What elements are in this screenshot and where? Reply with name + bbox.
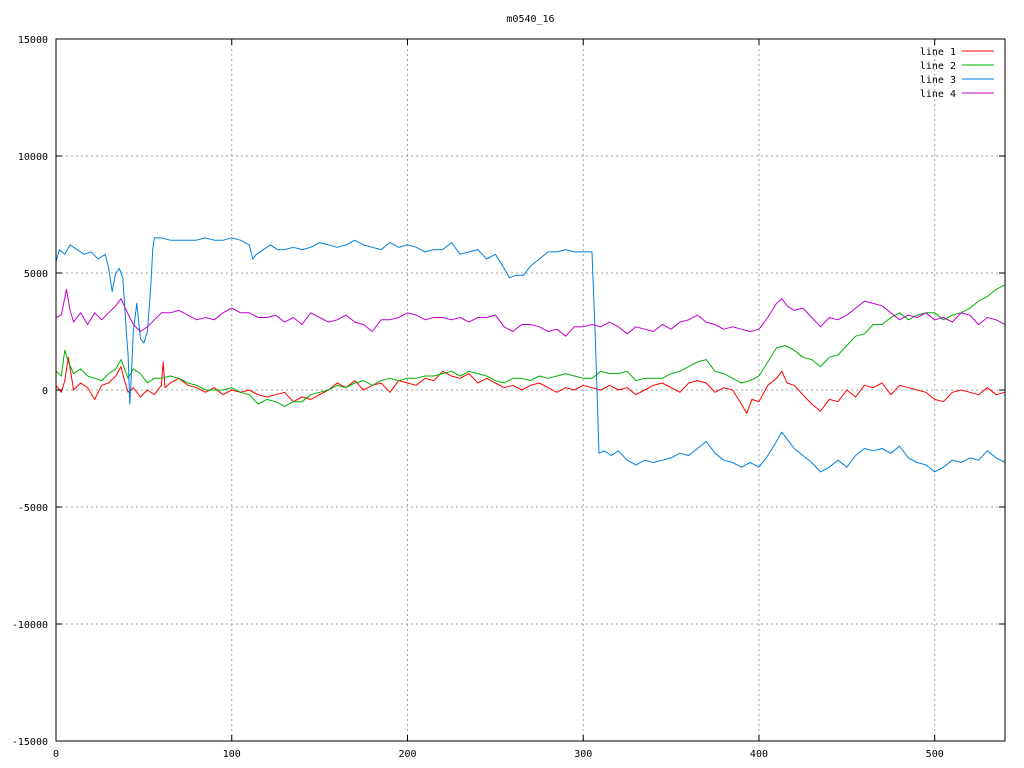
x-tick-label: 0 bbox=[53, 749, 59, 760]
series-line-1 bbox=[55, 356, 1006, 414]
x-tick-label: 300 bbox=[574, 749, 592, 760]
y-tick-label: -15000 bbox=[12, 737, 48, 748]
legend: line 1 line 2 line 3 line 4 bbox=[920, 47, 994, 100]
y-tick-label: 15000 bbox=[18, 35, 48, 46]
y-tick-label: -5000 bbox=[18, 503, 48, 514]
x-tick-label: 400 bbox=[750, 749, 768, 760]
x-tick-label: 500 bbox=[926, 749, 944, 760]
x-tick-label: 200 bbox=[398, 749, 416, 760]
chart-title: m0540_16 bbox=[506, 14, 554, 25]
series-line-4 bbox=[55, 288, 1006, 337]
y-tick-label: 5000 bbox=[24, 269, 48, 280]
legend-label-2: line 2 bbox=[920, 61, 956, 72]
axis-ticks bbox=[55, 38, 1005, 742]
series-line-3 bbox=[55, 237, 1006, 473]
series-line-2 bbox=[55, 284, 1006, 407]
series-lines bbox=[55, 237, 1006, 473]
x-tick-label: 100 bbox=[223, 749, 241, 760]
y-tick-label: -10000 bbox=[12, 620, 48, 631]
y-tick-label: 10000 bbox=[18, 152, 48, 163]
legend-label-1: line 1 bbox=[920, 47, 956, 58]
tick-labels: 0 100 200 300 400 500 -15000 -10000 -5000 0 5000 10… bbox=[12, 35, 944, 760]
y-tick-label: 0 bbox=[42, 386, 48, 397]
legend-label-4: line 4 bbox=[920, 89, 956, 100]
legend-label-3: line 3 bbox=[920, 75, 956, 86]
